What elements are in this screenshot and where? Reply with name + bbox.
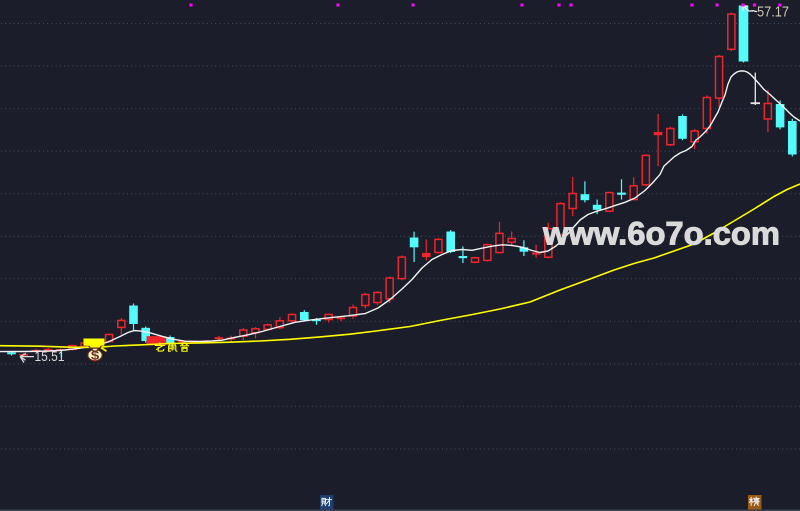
- svg-text:$: $: [91, 349, 100, 362]
- svg-text:15.51: 15.51: [35, 348, 65, 364]
- svg-text:www.6o7o.com: www.6o7o.com: [542, 215, 780, 251]
- svg-text:57.17: 57.17: [757, 4, 789, 20]
